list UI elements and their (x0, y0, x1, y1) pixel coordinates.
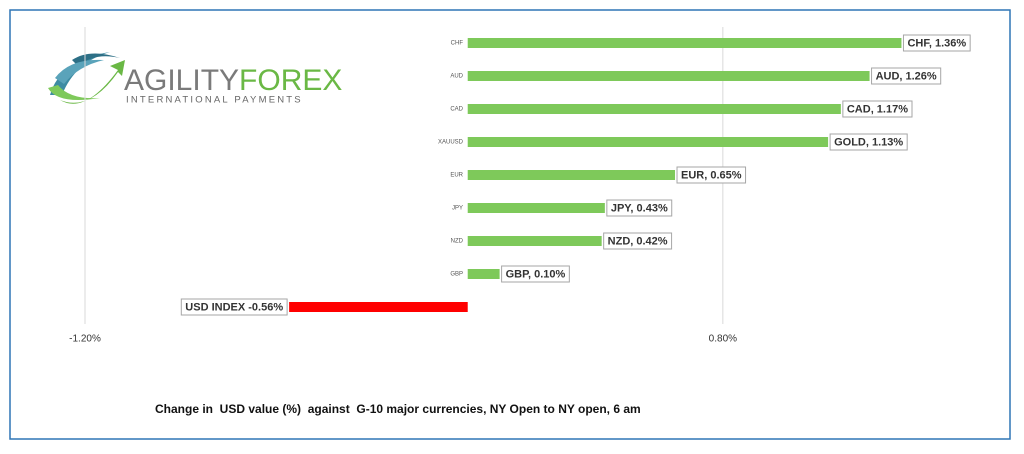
data-label-box (871, 67, 942, 85)
data-label-box (902, 34, 971, 52)
y-tick-label: NZD (451, 239, 464, 245)
data-label: GOLD, 1.13% (834, 136, 903, 148)
data-label-box (501, 265, 570, 283)
data-label-box (676, 166, 747, 184)
data-label: CAD, 1.17% (847, 103, 908, 115)
logo-brand-right: FOREX (239, 64, 342, 97)
data-label: AUD, 1.26% (876, 70, 937, 82)
bar (467, 203, 605, 213)
data-label-box (606, 199, 673, 217)
bar (467, 269, 500, 279)
data-label-box (603, 232, 673, 250)
y-tick-label: EUR (450, 173, 463, 179)
y-tick-label: CHF (451, 41, 464, 47)
y-tick-label: XAUUSD (438, 140, 464, 146)
bar (467, 236, 602, 246)
y-tick-label: CAD (450, 107, 463, 113)
frame (9, 9, 1011, 440)
data-label: USD INDEX -0.56% (185, 301, 283, 313)
data-label: GBP, 0.10% (506, 268, 566, 280)
data-label-box (829, 133, 908, 151)
data-label: CHF, 1.36% (907, 37, 966, 49)
caption: Change in USD value (%) against G-10 maj… (155, 402, 641, 416)
y-tick-label: JPY (452, 206, 463, 212)
logo-brand-left: AGILITY (124, 64, 239, 97)
bar (467, 38, 902, 48)
data-label-box (180, 298, 288, 316)
data-label-box (842, 100, 913, 118)
bar (467, 170, 676, 180)
x-tick-label: -1.20% (69, 334, 101, 345)
y-tick-label: GBP (450, 272, 463, 278)
bar (467, 104, 841, 114)
bar (467, 71, 870, 81)
data-label: NZD, 0.42% (608, 235, 668, 247)
logo-mark (48, 52, 125, 104)
data-label: EUR, 0.65% (681, 169, 742, 181)
y-tick-label: AUD (450, 74, 463, 80)
data-label: JPY, 0.43% (611, 202, 668, 214)
logo-tagline: INTERNATIONAL PAYMENTS (126, 95, 303, 106)
bar (467, 137, 829, 147)
bar (289, 302, 468, 312)
x-tick-label: 0.80% (709, 334, 737, 345)
logo-text: AGILITYFOREX (124, 64, 342, 97)
